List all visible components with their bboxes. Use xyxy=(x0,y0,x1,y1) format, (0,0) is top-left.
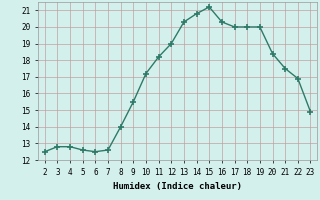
X-axis label: Humidex (Indice chaleur): Humidex (Indice chaleur) xyxy=(113,182,242,191)
